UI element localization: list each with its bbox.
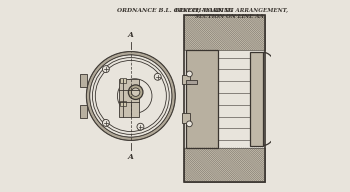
Bar [184, 148, 265, 182]
Circle shape [103, 119, 109, 126]
Bar [186, 50, 218, 148]
Bar [120, 101, 126, 106]
Bar [250, 52, 263, 146]
Text: A: A [128, 153, 134, 161]
Bar [186, 80, 197, 84]
Bar [120, 78, 126, 83]
Circle shape [187, 121, 192, 127]
Bar [80, 105, 87, 118]
Bar [80, 74, 87, 87]
Bar [182, 75, 190, 84]
Circle shape [128, 85, 143, 99]
Circle shape [137, 123, 144, 130]
Bar [182, 113, 190, 123]
Wedge shape [87, 52, 175, 140]
Text: A: A [128, 31, 134, 39]
Circle shape [154, 73, 161, 80]
Text: ORDNANCE B.L. 6 INCH, MARK III: ORDNANCE B.L. 6 INCH, MARK III [117, 8, 233, 13]
Circle shape [103, 66, 109, 73]
Circle shape [187, 71, 192, 77]
Bar [119, 79, 139, 117]
Circle shape [131, 88, 140, 96]
Text: BREECH-LOADING ARRANGEMENT,
SECTION ON LINE AA.: BREECH-LOADING ARRANGEMENT, SECTION ON L… [174, 8, 288, 19]
Bar [184, 15, 265, 182]
Bar [184, 15, 265, 50]
